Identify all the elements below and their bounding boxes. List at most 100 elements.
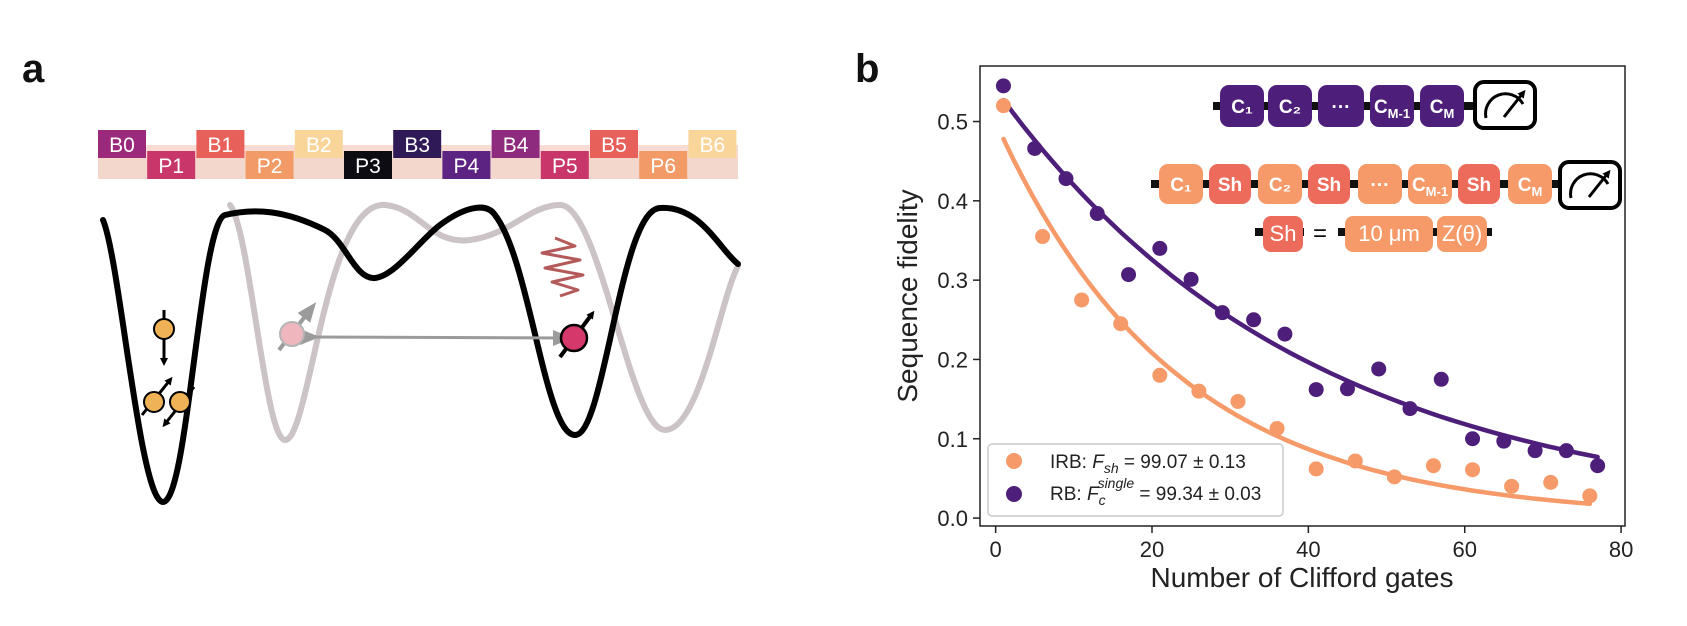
irb-gate-label: Sh — [1317, 175, 1341, 196]
irb-gate: ··· — [1358, 164, 1402, 204]
gate-label: B0 — [109, 134, 135, 157]
data-point-irb — [1543, 474, 1559, 490]
irb-gate: CM-1 — [1408, 164, 1452, 204]
x-tick-label: 20 — [1140, 537, 1164, 562]
data-point-rb — [1590, 458, 1606, 474]
y-tick-label: 0.5 — [937, 110, 968, 135]
data-point-rb — [1246, 312, 1262, 328]
measurement-icon — [1473, 80, 1537, 130]
irb-gate: CM — [1508, 164, 1552, 204]
x-tick-label: 0 — [990, 537, 1002, 562]
legend-label-rb: RB: Fcsingle = 99.34 ± 0.03 — [1050, 475, 1261, 508]
gate-label: B1 — [208, 134, 234, 157]
data-point-irb — [1425, 458, 1441, 474]
data-point-rb — [1433, 371, 1449, 387]
panel-b-letter: b — [855, 47, 879, 91]
data-point-rb — [1089, 206, 1105, 222]
rb-gate: ··· — [1318, 85, 1364, 127]
legend-box — [987, 443, 1284, 517]
x-tick-label: 40 — [1296, 537, 1320, 562]
data-point-irb — [1347, 453, 1363, 469]
gate-label: P4 — [454, 155, 480, 178]
data-point-rb — [1058, 171, 1074, 187]
rb-gate-label: CM-1 — [1374, 97, 1410, 121]
rb-gate: C₂ — [1268, 85, 1312, 127]
data-point-irb — [1152, 367, 1168, 383]
y-tick-label: 0.4 — [937, 189, 968, 214]
legend-marker-rb — [1006, 486, 1022, 502]
data-point-irb — [1504, 478, 1520, 494]
legend-label-irb: IRB: Fsh = 99.07 ± 0.13 — [1050, 452, 1246, 476]
rb-gate: CM-1 — [1370, 85, 1414, 127]
gate-P3: P3 — [344, 151, 392, 179]
x-tick-label: 80 — [1609, 537, 1633, 562]
gate-label: P1 — [158, 155, 184, 178]
gate-label: B2 — [306, 134, 332, 157]
rb-gate-label: CM — [1430, 97, 1455, 121]
data-point-rb — [1402, 401, 1418, 417]
data-point-irb — [995, 98, 1011, 114]
data-point-rb — [1121, 267, 1137, 283]
gate-P2: P2 — [245, 151, 294, 179]
fit-curve-rb — [1001, 97, 1600, 460]
legend-marker-irb — [1006, 453, 1022, 469]
y-tick-label: 0.3 — [937, 268, 968, 293]
y-tick-label: 0.0 — [937, 506, 968, 531]
data-point-rb — [1214, 305, 1230, 321]
data-point-irb — [1269, 420, 1285, 436]
svg-text:=: = — [1313, 220, 1327, 247]
rb-gate: C₁ — [1220, 85, 1264, 127]
data-point-rb — [1371, 361, 1387, 377]
y-axis-label: Sequence fidelity — [892, 189, 923, 402]
panel-a: a B0 P1 B1 P2 B2 P3 B3 P4 B4 P5 B5 P6 B6 — [22, 47, 741, 506]
data-point-rb — [1339, 381, 1355, 397]
rb-gate-label: C₁ — [1231, 97, 1253, 118]
svg-text:Z(θ): Z(θ) — [1442, 221, 1482, 246]
irb-gate: Sh — [1209, 164, 1251, 204]
irb-gate: Sh — [1458, 164, 1500, 204]
gate-P5: P5 — [540, 151, 589, 179]
irb-gate-label: C₁ — [1170, 175, 1192, 196]
gate-label: P6 — [650, 155, 676, 178]
gate-label: B6 — [700, 134, 726, 157]
plot-frame — [979, 65, 1626, 527]
data-point-rb — [1496, 433, 1512, 449]
gate-label: B4 — [503, 134, 529, 157]
gate-B1: B1 — [196, 130, 245, 158]
gate-B0: B0 — [98, 130, 146, 158]
rb-circuit: C₁ C₂ ··· CM-1 CM — [1213, 80, 1537, 130]
gate-label: P3 — [355, 155, 381, 178]
gate-B4: B4 — [491, 130, 540, 158]
gate-P4: P4 — [442, 151, 491, 179]
rb-gate: CM — [1420, 85, 1464, 127]
rb-gate-label: ··· — [1332, 97, 1351, 118]
data-point-rb — [1183, 271, 1199, 287]
irb-gate-label: Sh — [1467, 175, 1491, 196]
data-point-rb — [1527, 443, 1543, 459]
irb-gate-label: ··· — [1371, 175, 1390, 196]
shifted-potential-curve — [227, 201, 741, 444]
irb-circuit: C₁ Sh C₂ Sh ··· CM-1 Sh CM — [1151, 160, 1622, 210]
data-point-rb — [1277, 326, 1293, 342]
data-point-irb — [1308, 461, 1324, 477]
x-axis-label: Number of Clifford gates — [1151, 562, 1454, 593]
gate-B2: B2 — [294, 130, 343, 158]
shuttle-arrow — [299, 328, 573, 346]
data-point-irb — [1465, 462, 1481, 478]
gate-label: B5 — [601, 134, 627, 157]
gate-label: B3 — [404, 134, 430, 157]
data-point-rb — [1152, 240, 1168, 256]
gate-P6: P6 — [639, 151, 688, 179]
gate-B5: B5 — [590, 130, 638, 158]
irb-gate: C₁ — [1159, 164, 1203, 204]
gate-electrodes: B0 P1 B1 P2 B2 P3 B3 P4 B4 P5 B5 P6 B6 — [98, 130, 737, 179]
legend: IRB: Fsh = 99.07 ± 0.13 RB: Fcsingle = 9… — [987, 443, 1284, 517]
spin-pair — [140, 376, 196, 428]
panel-b: b 0 20 40 60 80 0.0 0.1 0.2 0.3 0.4 0.5 Number of … — [855, 47, 1633, 593]
gate-B3: B3 — [393, 130, 442, 158]
axis-ticks: 0 20 40 60 80 0.0 0.1 0.2 0.3 0.4 0.5 — [937, 110, 1633, 562]
gate-P1: P1 — [147, 151, 196, 179]
noise-squiggle — [540, 236, 585, 298]
data-point-irb — [1230, 393, 1246, 409]
